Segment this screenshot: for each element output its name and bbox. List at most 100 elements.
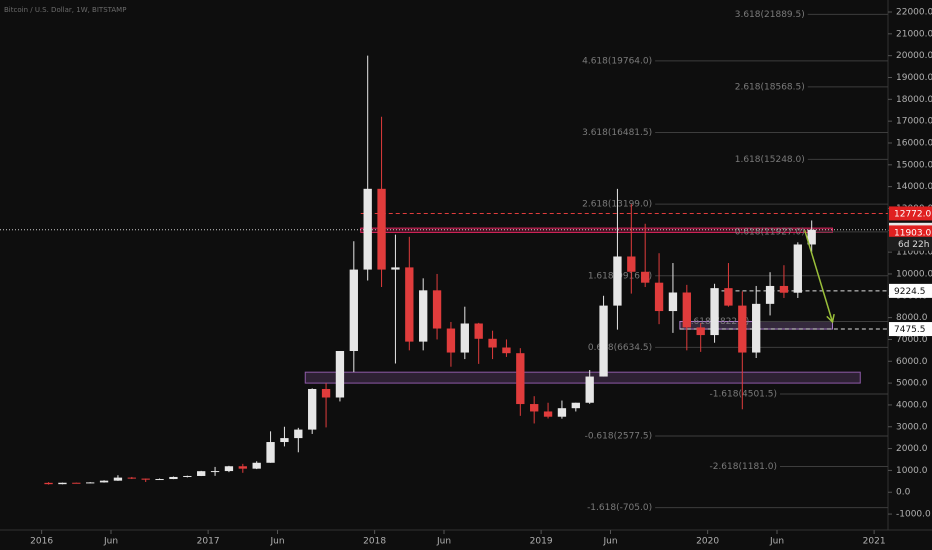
candle-body [266,442,275,463]
x-tick-label: 2021 [863,537,886,547]
y-tick-label: 2000.0 [896,444,928,454]
y-tick-label: 22000.0 [896,8,932,18]
candle-body [183,475,192,477]
fib-label: 2.618(18568.5) [735,82,805,92]
fib-label: 3.618(21889.5) [735,10,805,20]
candle-body [460,323,469,353]
zone [304,371,861,384]
y-tick-label: 10000.0 [896,269,932,279]
candle-body [516,353,525,405]
y-tick-label: 17000.0 [896,117,932,127]
candle-body [682,292,691,328]
candle-body [349,269,358,352]
y-tick-label: 15000.0 [896,160,932,170]
x-tick-label: 2020 [696,537,719,547]
fib-label: -2.618(1181.0) [709,462,777,472]
price-label-bg [889,283,932,298]
x-tick-label: 2017 [197,537,220,547]
candle-body [280,438,289,443]
y-tick-label: 6000.0 [896,357,928,367]
y-tick-label: 0.0 [896,488,911,498]
chart-title: Bitcoin / U.S. Dollar, 1W, BITSTAMP [4,6,126,14]
y-tick-label: 21000.0 [896,29,932,39]
candle-body [543,411,553,417]
candle-body [99,480,109,483]
candle-body [765,285,775,304]
candle-body [599,305,608,377]
candle-body [419,290,428,342]
x-tick-label: 2016 [30,537,53,547]
candle-body [321,388,331,398]
candle-body [696,327,705,336]
fib-label: 4.618(19764.0) [582,56,652,66]
y-tick-label: 4000.0 [896,400,928,410]
x-tick-label: 2018 [363,537,386,547]
arrow-head [826,313,835,324]
candle-body [252,462,261,469]
candle-body [668,292,678,312]
x-tick-label: Jun [769,537,784,547]
x-tick-label: Jun [602,537,617,547]
candle-body [654,282,664,312]
candle-body [224,466,234,472]
price-label: 11903.0 [894,228,931,238]
candle-body [238,466,247,469]
fib-label: -1.618(4501.5) [709,389,777,399]
candle-body [585,376,594,403]
x-tick-label: Jun [436,537,451,547]
price-label-bg [889,225,932,240]
candle-body [432,290,442,329]
candle-body [86,482,95,484]
y-tick-label: 19000.0 [896,73,932,83]
candle-body [530,404,539,412]
fib-label: -0.618(2577.5) [585,431,653,441]
candle-body [391,267,400,270]
candle-body [294,429,303,439]
y-tick-label: 3000.0 [896,422,928,432]
arrow [804,230,834,323]
fib-label: 0.618(6634.5) [588,343,652,353]
candle-body [377,188,386,270]
fib-label: 0.618(11927.0) [735,227,805,237]
candle-body [308,388,317,430]
candle-body [557,408,567,417]
candle-body [363,188,372,270]
y-tick-label: 5000.0 [896,379,928,389]
candle-body [141,478,150,480]
candle-body [641,271,650,283]
candle-body [627,256,636,272]
price-label: 9224.5 [894,287,926,297]
countdown-bg [889,236,932,251]
y-tick-label: 11000.0 [896,248,932,258]
y-tick-label: 1000.0 [896,466,928,476]
countdown: 6d 22h [898,240,929,250]
x-tick-label: Jun [103,537,118,547]
candle-body [613,256,622,306]
y-tick-label: -1000.0 [896,510,931,520]
y-tick-label: 14000.0 [896,182,932,192]
x-tick-label: Jun [269,537,284,547]
candle-body [738,305,747,353]
candle-body [446,328,456,353]
price-label: 7475.5 [894,325,926,335]
candle-body [169,476,178,480]
x-tick-label: 2019 [530,537,553,547]
price-label: 12772.0 [894,209,931,219]
candle-body [58,482,67,485]
candle-body [752,303,761,353]
candle-body [807,229,816,245]
fib-label: 3.618(16481.5) [582,128,652,138]
candle-body [155,479,164,481]
y-tick-label: 20000.0 [896,51,932,61]
candle-body [571,402,580,409]
candle-body [724,288,733,306]
y-tick-label: 16000.0 [896,138,932,148]
fib-label: 1.618(15248.0) [735,155,805,165]
candle-body [72,482,81,484]
y-tick-label: 18000.0 [896,95,932,105]
candle-body [113,477,123,481]
candle-body [44,482,53,485]
candle-body [127,477,136,479]
